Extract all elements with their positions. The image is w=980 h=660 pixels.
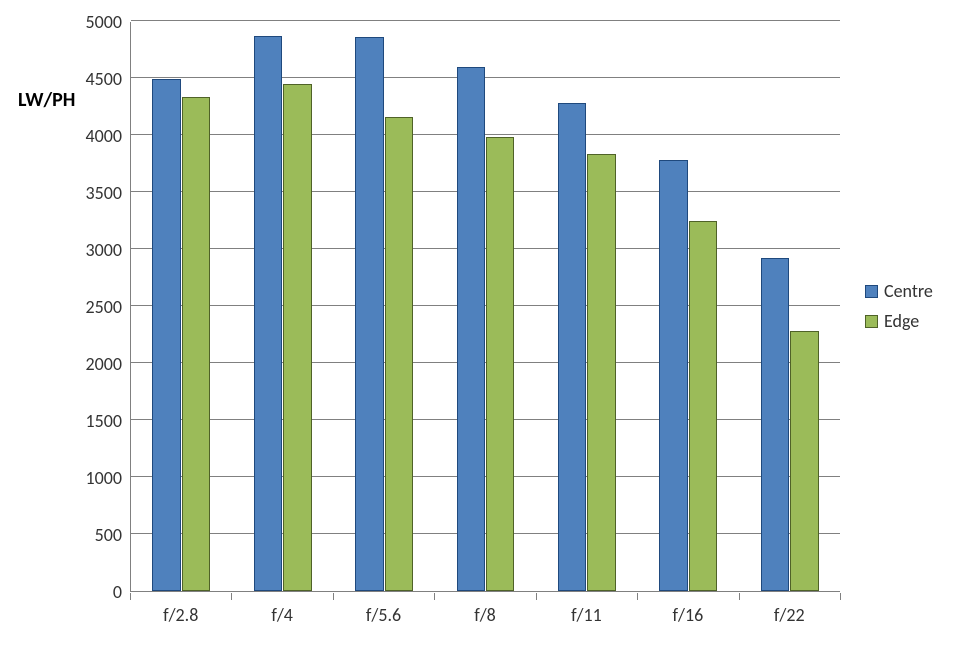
y-tick-label: 4500 [70,68,122,90]
gridline [131,20,840,21]
x-tick-mark [130,593,131,600]
legend-label: Centre [884,280,933,302]
x-category-label: f/2.8 [130,604,231,626]
x-category-label: f/4 [231,604,332,626]
x-category-label: f/16 [637,604,738,626]
y-tick-label: 3500 [70,182,122,204]
legend: Centre Edge [865,280,933,340]
bar-edge [182,97,210,591]
bar-edge [283,84,311,591]
y-tick-label: 0 [70,581,122,603]
legend-swatch [865,315,878,328]
bar-centre [558,103,586,591]
x-tick-mark [637,593,638,600]
y-tick-label: 5000 [70,11,122,33]
bar-edge [587,154,615,591]
y-tick-label: 2000 [70,353,122,375]
x-tick-mark [434,593,435,600]
y-tick-label: 1500 [70,410,122,432]
bar-centre [355,37,383,591]
bar-centre [457,67,485,591]
gridline [131,77,840,78]
bar-edge [385,117,413,591]
legend-item: Edge [865,310,933,332]
y-tick-label: 4000 [70,125,122,147]
bar-centre [659,160,687,591]
bar-centre [152,79,180,591]
x-category-label: f/8 [434,604,535,626]
y-tick-label: 500 [70,524,122,546]
x-category-label: f/11 [536,604,637,626]
bar-centre [761,258,789,591]
bar-edge [689,221,717,592]
x-tick-mark [840,593,841,600]
x-category-label: f/22 [739,604,840,626]
bar-edge [790,331,818,591]
x-tick-mark [739,593,740,600]
y-tick-label: 2500 [70,296,122,318]
y-tick-label: 1000 [70,467,122,489]
x-category-label: f/5.6 [333,604,434,626]
legend-label: Edge [884,310,919,332]
legend-swatch [865,285,878,298]
x-tick-mark [231,593,232,600]
legend-item: Centre [865,280,933,302]
bar-chart: LW/PH Centre Edge 0 500 1000 1500 2000 2500 300… [0,0,980,660]
bar-edge [486,137,514,591]
gridline [131,134,840,135]
x-tick-mark [536,593,537,600]
y-tick-label: 3000 [70,239,122,261]
plot-area [130,22,840,592]
x-tick-mark [333,593,334,600]
bar-centre [254,36,282,591]
y-axis-label: LW/PH [18,88,75,112]
